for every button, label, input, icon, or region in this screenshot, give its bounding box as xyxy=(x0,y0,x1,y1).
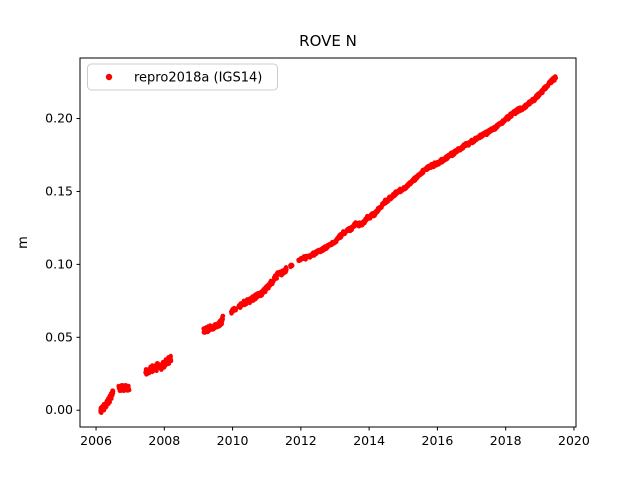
data-point xyxy=(553,75,559,81)
y-tick-label: 0.05 xyxy=(45,329,73,344)
data-point xyxy=(220,313,226,319)
x-tick-label: 2018 xyxy=(490,433,522,448)
y-tick-label: 0.20 xyxy=(45,111,73,126)
y-axis-label: m xyxy=(16,236,31,249)
legend-marker-dot xyxy=(105,73,113,81)
legend-label: repro2018a (IGS14) xyxy=(134,71,262,86)
legend: repro2018a (IGS14) xyxy=(87,63,278,91)
data-point xyxy=(154,368,159,373)
data-point xyxy=(127,387,132,393)
data-point xyxy=(274,276,279,281)
x-tick-label: 2008 xyxy=(148,433,180,448)
axis-ticks: 2006 2008 2010 2012 2014 2016 2018 2020 0.00 0.05… xyxy=(45,111,590,448)
data-point xyxy=(168,353,173,359)
data-point xyxy=(110,388,116,394)
y-tick-label: 0.10 xyxy=(45,256,73,271)
data-point xyxy=(107,399,113,405)
data-point xyxy=(284,267,289,272)
series-repro2018a-igs14- xyxy=(98,74,559,415)
y-tick-label: 0.15 xyxy=(45,183,73,198)
x-tick-label: 2020 xyxy=(558,433,590,448)
x-tick-label: 2012 xyxy=(285,433,317,448)
scatter-series xyxy=(98,74,559,415)
chart-title: ROVE N xyxy=(299,32,357,50)
x-tick-label: 2010 xyxy=(217,433,249,448)
y-tick-label: 0.00 xyxy=(45,402,73,417)
x-tick-label: 2014 xyxy=(353,433,385,448)
x-tick-label: 2006 xyxy=(80,433,112,448)
data-point xyxy=(290,263,295,268)
x-tick-label: 2016 xyxy=(422,433,454,448)
axes-frame xyxy=(79,57,577,428)
legend-box xyxy=(87,63,278,91)
data-point xyxy=(168,358,174,364)
